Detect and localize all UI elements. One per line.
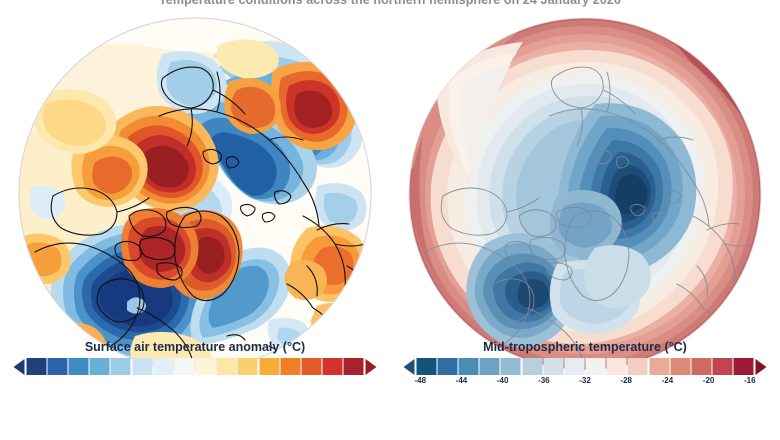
- colorbar-row-left: [0, 356, 390, 392]
- colorbar-tick: -36: [538, 376, 550, 385]
- colorbar-swatch: [132, 358, 153, 375]
- colorbar-swatch: [712, 358, 733, 375]
- colorbar-tick: -32: [579, 376, 591, 385]
- colorbar-swatch: [174, 358, 195, 375]
- colorbar-swatch: [437, 358, 458, 375]
- colorbar-swatch: [564, 358, 585, 375]
- colorbar-swatch: [237, 358, 258, 375]
- polar-map-right-svg: [408, 17, 762, 371]
- colorbar-tick: -48: [414, 376, 427, 385]
- caption-surface-air-temperature-anomaly: Surface air temperature anomaly (°C): [84, 340, 306, 354]
- colorbar-swatch: [733, 358, 754, 375]
- colorbar-extend-low-icon: [403, 358, 415, 375]
- colorbar-swatch: [280, 358, 301, 375]
- colorbar-tick: -40: [496, 376, 509, 385]
- colorbar-swatch: [110, 358, 131, 375]
- colorbar-swatch: [670, 358, 691, 375]
- figure-title: Temperature conditions across the northe…: [159, 0, 621, 7]
- colorbar-tick: -16: [743, 376, 756, 385]
- colorbar-swatch: [500, 358, 521, 375]
- colorbar-swatch: [259, 358, 280, 375]
- colorbar-tick: -28: [620, 376, 632, 385]
- panel-surface-air-temperature-anomaly: Surface air temperature anomaly (°C): [0, 16, 390, 392]
- colorbar-swatch: [585, 358, 606, 375]
- caption-mid-tropospheric-temperature: Mid-tropospheric temperature (°C): [483, 340, 687, 354]
- colorbar-row-right: -48 -44 -40 -36 -32 -28 -24 -20 -16: [390, 356, 780, 392]
- colorbar-swatch: [606, 358, 627, 375]
- map-surface-air-temperature-anomaly[interactable]: [17, 16, 373, 372]
- colorbar-extend-high-icon: [365, 358, 377, 375]
- colorbar-swatch: [543, 358, 564, 375]
- colorbar-tick: -24: [661, 376, 674, 385]
- colorbar-swatch: [216, 358, 237, 375]
- colorbar-swatch: [458, 358, 479, 375]
- polar-map-left-svg: [18, 17, 372, 371]
- colorbar-extend-high-icon: [755, 358, 767, 375]
- colorbar-tick: -44: [455, 376, 468, 385]
- colorbar-swatch: [627, 358, 648, 375]
- map-mid-tropospheric-temperature[interactable]: [407, 16, 763, 372]
- colorbar-swatch: [89, 358, 110, 375]
- colorbar-swatch: [322, 358, 343, 375]
- colorbar-swatch: [479, 358, 500, 375]
- colorbar-swatch: [153, 358, 174, 375]
- colorbar-swatch: [195, 358, 216, 375]
- colorbar-swatch: [343, 358, 364, 375]
- colorbar-swatch: [691, 358, 712, 375]
- colorbar-extend-low-icon: [13, 358, 25, 375]
- colorbar-swatch: [47, 358, 68, 375]
- colorbar-swatch: [416, 358, 437, 375]
- colorbar-swatch: [301, 358, 322, 375]
- colorbar-mid-tropospheric-temperature[interactable]: [403, 358, 767, 375]
- globe-wrapper-right: [407, 16, 763, 372]
- colorbar-tick-labels-right: -48 -44 -40 -36 -32 -28 -24 -20 -16: [400, 376, 771, 385]
- colorbar-surface-air-temperature-anomaly[interactable]: [13, 358, 377, 375]
- colorbar-swatch: [649, 358, 670, 375]
- globe-wrapper-left: [17, 16, 373, 372]
- colorbar-swatch: [68, 358, 89, 375]
- colorbar-swatch: [26, 358, 47, 375]
- panel-mid-tropospheric-temperature: Mid-tropospheric temperature (°C): [390, 16, 780, 392]
- panels-container: Surface air temperature anomaly (°C): [0, 16, 780, 392]
- colorbar-swatch: [522, 358, 543, 375]
- colorbar-tick: -20: [702, 376, 715, 385]
